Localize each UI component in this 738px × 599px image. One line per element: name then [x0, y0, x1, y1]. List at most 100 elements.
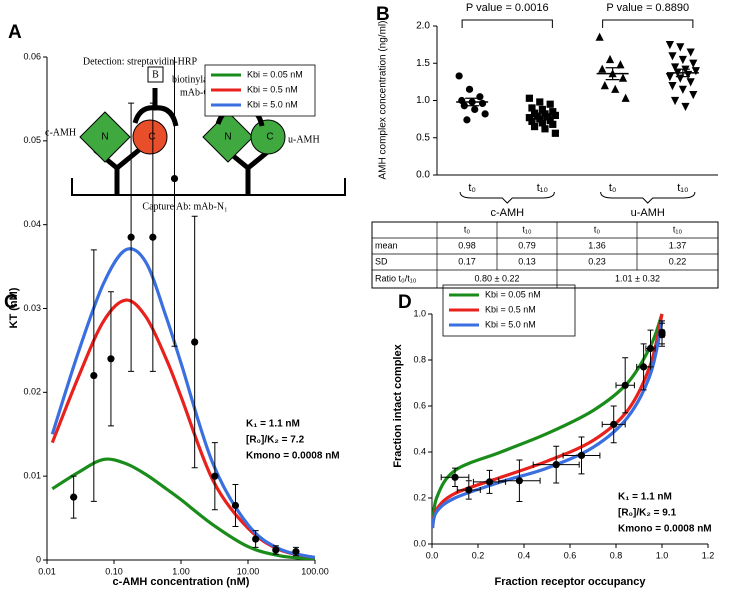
point: [476, 93, 484, 101]
table-cell: 0.98: [458, 240, 476, 250]
point: [231, 501, 240, 510]
legend-label: Kbi = 5.0 nM: [485, 319, 536, 329]
series-line: [432, 313, 664, 529]
table-header: t₁₀: [673, 224, 683, 234]
y-axis-label: Fraction intact complex: [392, 343, 404, 467]
error-bar: [535, 113, 550, 119]
point: [272, 546, 280, 554]
summary-table: t₀ t₁₀ t₀ t₁₀ mean 0.98 0.79 1.36 1.37 SD 0.17 0.13…: [371, 221, 719, 289]
point: [170, 174, 179, 183]
y-tick-label: 1.0: [416, 95, 430, 106]
annotation: K₁ = 1.1 nM: [246, 419, 300, 430]
point: [465, 85, 474, 93]
point: [640, 363, 648, 371]
x-tick-label: 0.6: [564, 550, 577, 560]
point: [577, 451, 586, 460]
point: [515, 477, 524, 485]
x-tick-label: t₀: [468, 182, 476, 194]
point: [252, 535, 260, 543]
point: [689, 59, 698, 68]
point: [670, 96, 680, 106]
x-tick-label: 0.0: [426, 550, 439, 560]
point: [670, 63, 680, 72]
point: [646, 344, 655, 353]
y-tick-label: 0.02: [23, 387, 41, 397]
plot-area: [50, 57, 315, 560]
p-value: P value = 0.0016: [466, 2, 549, 14]
c-label: C: [148, 132, 155, 143]
panel-label: A: [8, 22, 22, 43]
annotation: Kmono = 0.0008 nM: [618, 524, 712, 535]
x-tick-label: 0.2: [472, 550, 485, 560]
n-label: N: [224, 132, 231, 143]
legend-label: Kbi = 5.0 nM: [247, 99, 298, 109]
point: [611, 84, 620, 93]
table-cell: 0.13: [518, 256, 536, 266]
point: [621, 93, 630, 102]
point: [191, 338, 199, 346]
point: [481, 110, 489, 118]
point: [678, 85, 687, 94]
point: [610, 420, 618, 428]
x-tick-label: t₁₀: [537, 182, 548, 194]
table-row-label: SD: [375, 256, 388, 266]
y-tick-label: 1.0: [413, 308, 426, 318]
point: [551, 129, 559, 137]
point: [455, 72, 463, 80]
point: [536, 115, 544, 123]
point: [618, 73, 628, 82]
point: [595, 32, 604, 41]
table-cell: 1.01 ± 0.32: [615, 273, 660, 283]
n-label: N: [101, 132, 108, 143]
plate: [71, 178, 346, 196]
table-cell: 0.23: [588, 256, 606, 266]
x-tick-label: 1.0: [656, 550, 669, 560]
y-axis-label: KT (nM): [8, 287, 20, 328]
point: [107, 355, 115, 363]
y-tick-label: 0.6: [413, 400, 426, 410]
group-bracket: [600, 191, 696, 204]
table-row-label: Ratio t₀/t₁₀: [375, 273, 417, 283]
antigen-label: u-AMH: [288, 134, 320, 145]
y-tick-label: 0.06: [23, 51, 41, 61]
point: [127, 233, 135, 241]
point: [552, 461, 560, 469]
error-bar: [605, 67, 620, 81]
table-header: t₀: [594, 224, 601, 234]
x-tick-label: 0.01: [38, 566, 56, 576]
point: [616, 60, 625, 69]
point: [465, 486, 473, 494]
point: [90, 371, 98, 380]
point: [525, 114, 533, 122]
point: [485, 478, 494, 486]
table-border: [371, 221, 719, 289]
y-tick-label: 2.0: [416, 21, 430, 32]
point: [683, 70, 693, 80]
table-cell: 1.36: [588, 240, 606, 250]
table-cell: 0.80 ± 0.22: [475, 273, 520, 283]
point: [149, 233, 157, 241]
antibody-label: mAb-C₁: [180, 87, 214, 98]
series-line: [51, 457, 315, 560]
x-tick-label: 100.00: [301, 566, 329, 576]
point: [686, 78, 695, 87]
c-domain: [132, 119, 168, 155]
x-axis-label: Fraction receptor occupancy: [495, 576, 647, 588]
point: [528, 104, 536, 112]
point: [292, 548, 300, 556]
annotation: K₁ = 1.1 nM: [618, 492, 672, 503]
y-tick-label: 0.01: [23, 471, 41, 481]
point: [605, 54, 615, 64]
point: [530, 122, 539, 131]
biotin-box: [147, 66, 164, 83]
point: [546, 100, 554, 108]
x-tick-label: 0.4: [518, 550, 531, 560]
y-tick-label: 0.0: [413, 538, 426, 548]
point: [538, 119, 546, 127]
y-tick-label: 0: [36, 554, 41, 564]
point: [678, 55, 687, 65]
series-line: [432, 320, 664, 529]
point: [621, 381, 629, 389]
error-bar: [465, 97, 480, 107]
